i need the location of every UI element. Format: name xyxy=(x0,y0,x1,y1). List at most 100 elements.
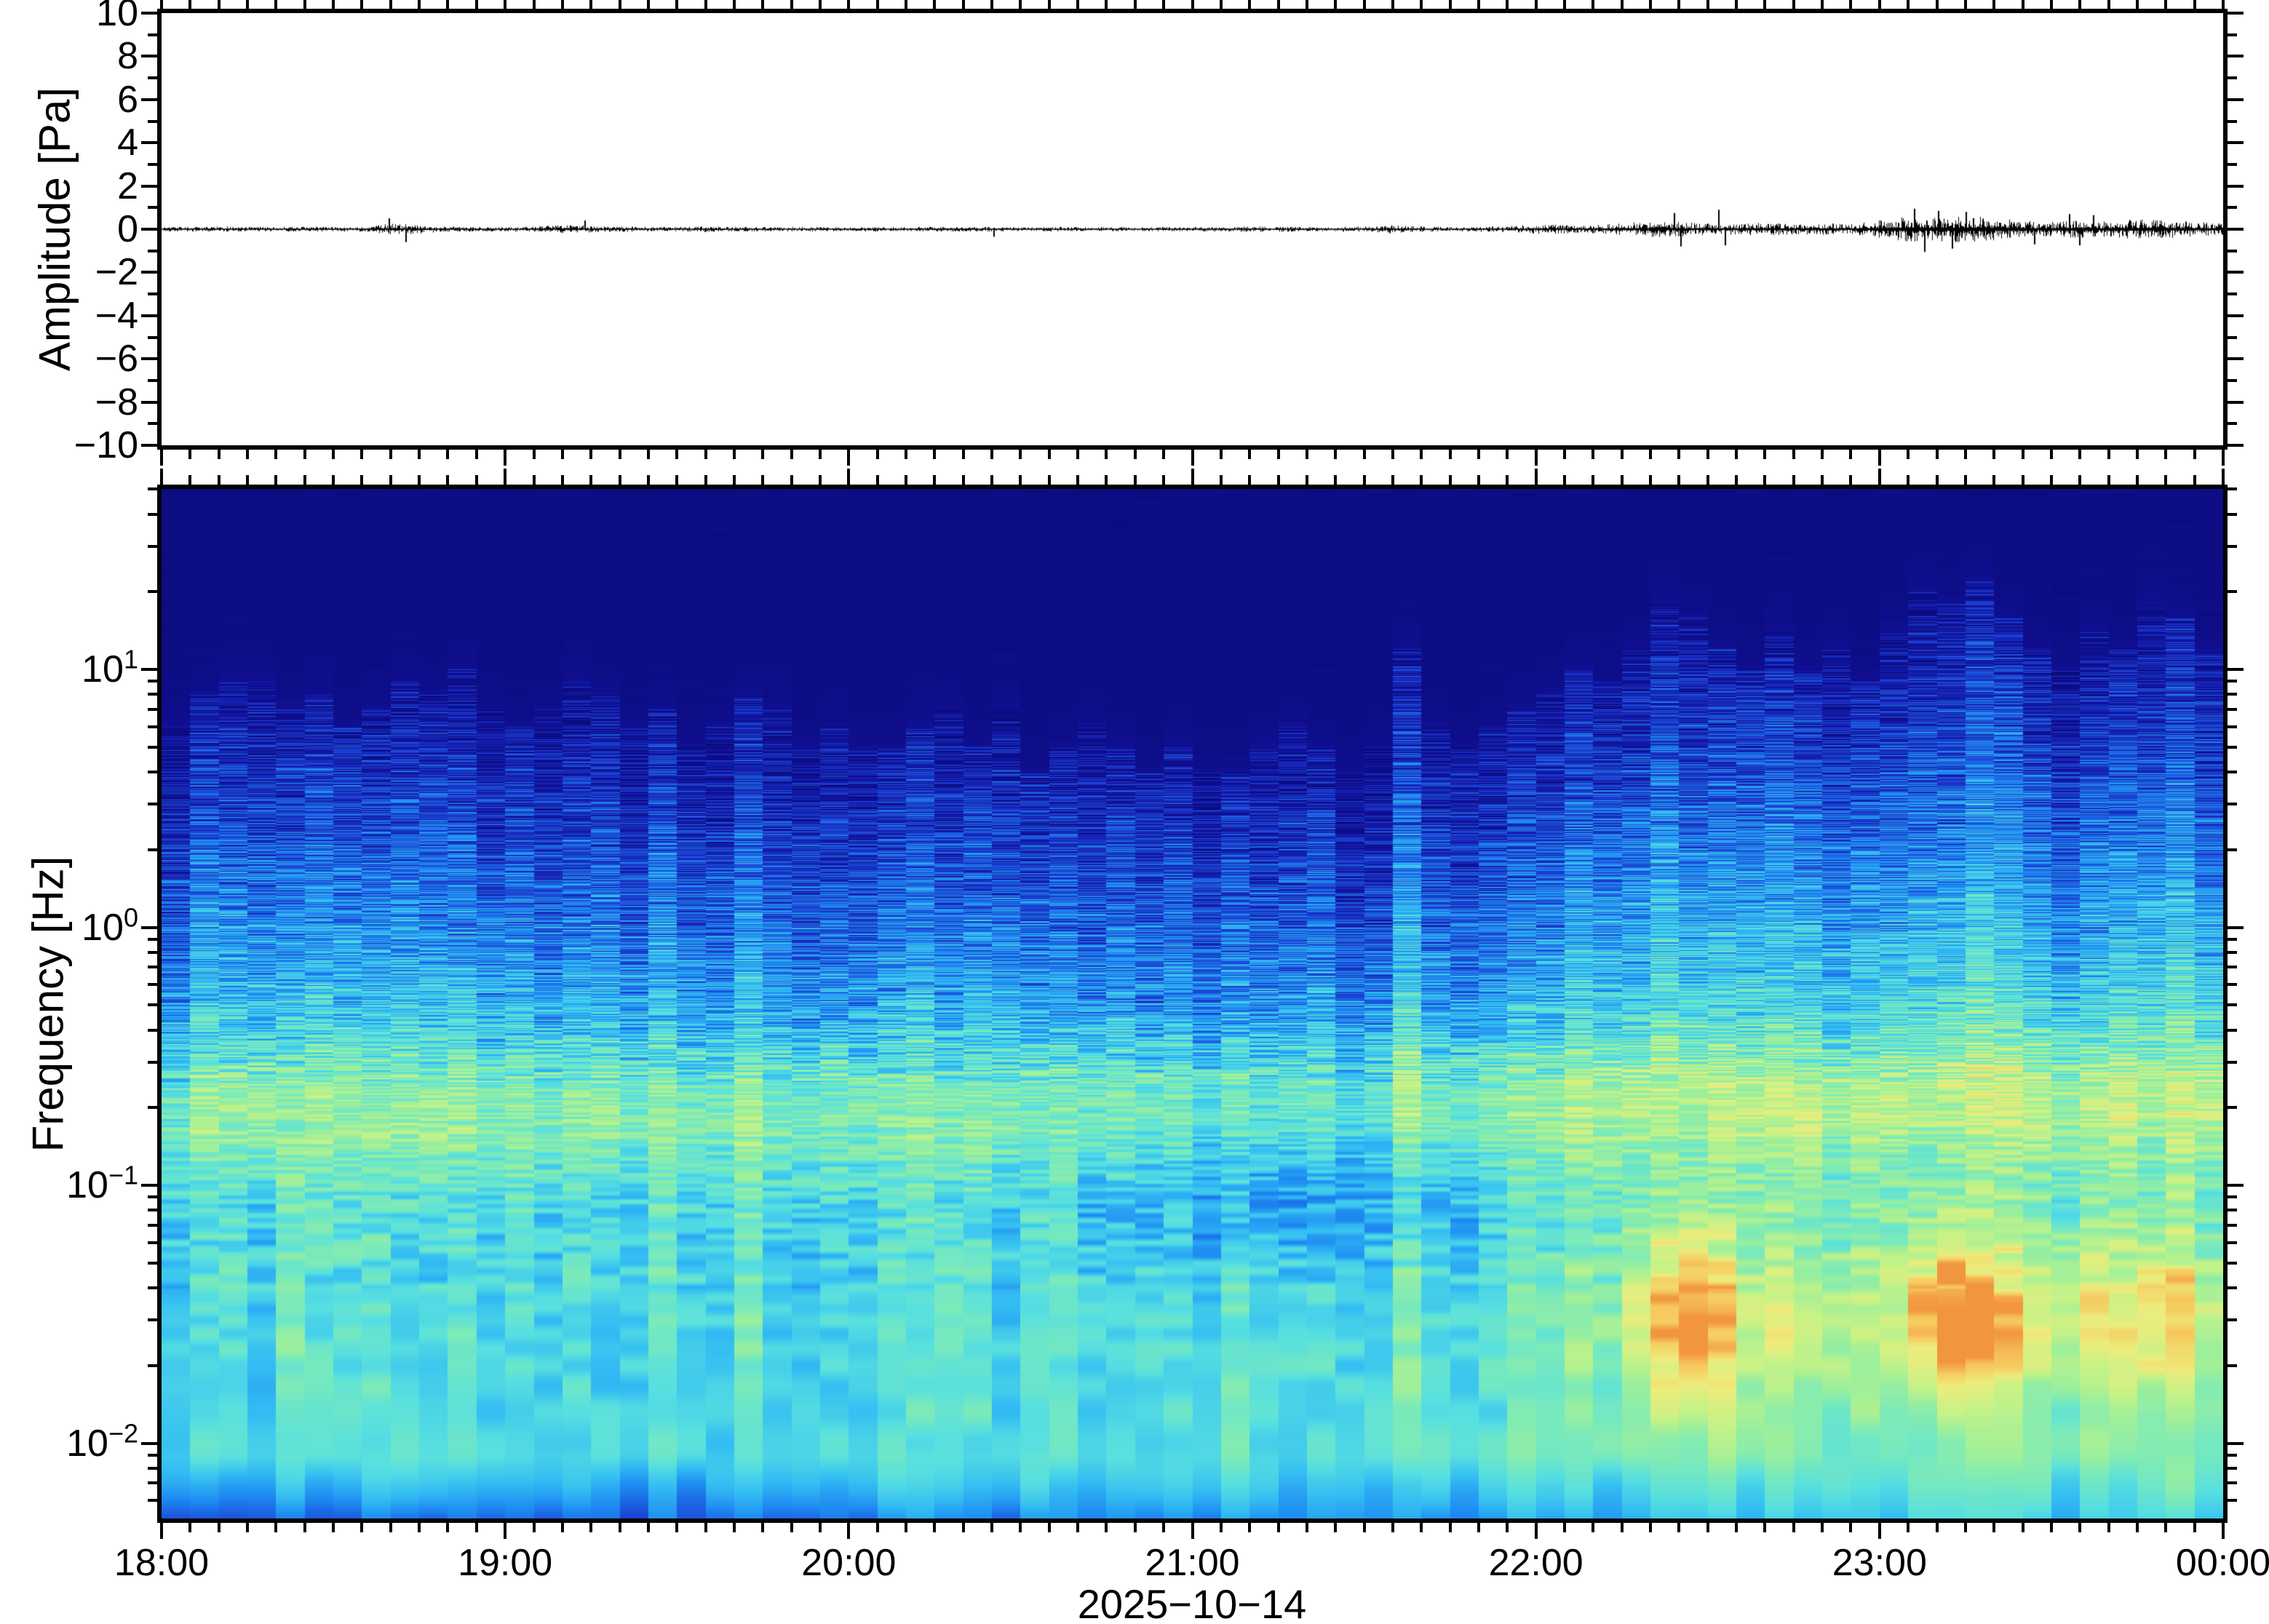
spectrogram-x-tick xyxy=(1477,1523,1480,1532)
spectrogram-x-tick xyxy=(360,1523,364,1532)
waveform-x-tick xyxy=(2021,0,2024,9)
spectrogram-y-tick xyxy=(2228,693,2237,696)
waveform-x-tick xyxy=(1877,450,1881,466)
spectrogram-y-tick xyxy=(141,1184,157,1187)
waveform-y-tick xyxy=(148,422,157,426)
spectrogram-x-tick xyxy=(2107,475,2110,485)
spectrogram-x-tick xyxy=(532,475,536,485)
waveform-y-tick xyxy=(141,314,157,317)
spectrogram-x-tick xyxy=(1907,475,1910,485)
spectrogram-x-tick xyxy=(1047,475,1051,485)
spectrogram-x-tick xyxy=(1276,475,1280,485)
spectrogram-x-tick xyxy=(646,475,650,485)
waveform-x-tick xyxy=(1620,0,1624,9)
spectrogram-x-tick xyxy=(1105,1523,1108,1532)
spectrogram-x-tick xyxy=(675,475,679,485)
waveform-y-tick xyxy=(2228,249,2237,252)
waveform-x-tick xyxy=(1362,450,1366,459)
spectrogram-x-tick xyxy=(332,475,335,485)
waveform-x-tick xyxy=(1305,450,1308,459)
waveform-x-tick xyxy=(589,0,593,9)
spectrogram-x-tick xyxy=(875,475,879,485)
waveform-x-tick xyxy=(875,0,879,9)
spectrogram-y-tick xyxy=(148,1261,157,1265)
waveform-x-tick xyxy=(790,0,793,9)
spectrogram-y-tick xyxy=(148,803,157,806)
spectrogram-y-tick xyxy=(148,966,157,969)
waveform-x-tick xyxy=(818,0,822,9)
waveform-x-tick xyxy=(847,450,851,466)
spectrogram-y-tick xyxy=(2228,668,2244,671)
waveform-x-tick xyxy=(905,0,908,9)
waveform-x-tick xyxy=(1849,0,1853,9)
spectrogram-x-tick xyxy=(2222,1523,2225,1539)
spectrogram-x-tick xyxy=(990,1523,994,1532)
spectrogram-x-tick xyxy=(2078,475,2082,485)
spectrogram-x-tick xyxy=(1877,1523,1881,1539)
spectrogram-x-tick xyxy=(1362,1523,1366,1532)
spectrogram-x-tick xyxy=(1534,469,1538,485)
waveform-x-tick xyxy=(1992,0,1996,9)
waveform-x-tick xyxy=(961,0,965,9)
waveform-x-tick xyxy=(1420,450,1423,459)
spectrogram-y-tick xyxy=(148,771,157,774)
spectrogram-y-tick xyxy=(2228,1286,2237,1290)
spectrogram-y-tick xyxy=(2228,745,2237,749)
spectrogram-x-tick xyxy=(246,1523,250,1532)
spectrogram-x-tick xyxy=(1105,475,1108,485)
waveform-y-tick xyxy=(2228,314,2244,317)
spectrogram-y-tick xyxy=(2228,1364,2237,1367)
waveform-x-tick xyxy=(1047,0,1051,9)
spectrogram-x-tick xyxy=(418,1523,421,1532)
spectrogram-x-tick xyxy=(1992,475,1996,485)
waveform-y-tick xyxy=(148,33,157,36)
spectrogram-x-tick xyxy=(246,475,250,485)
waveform-x-tick xyxy=(1592,450,1595,459)
waveform-x-tick xyxy=(2135,450,2139,459)
waveform-x-tick xyxy=(1219,450,1223,459)
waveform-x-tick xyxy=(360,450,364,459)
spectrogram-x-tick xyxy=(1420,1523,1423,1532)
spectrogram-x-tick xyxy=(1963,475,1967,485)
waveform-x-tick xyxy=(188,0,192,9)
spectrogram-x-tick xyxy=(905,1523,908,1532)
spectrogram-x-tick xyxy=(1076,1523,1080,1532)
spectrogram-x-tick xyxy=(905,475,908,485)
spectrogram-y-tick xyxy=(148,745,157,749)
waveform-x-tick xyxy=(1105,450,1108,459)
spectrogram-x-tick xyxy=(160,469,163,485)
spectrogram-y-tick xyxy=(2228,1481,2237,1485)
spectrogram-x-tick xyxy=(1219,1523,1223,1532)
spectrogram-x-tick xyxy=(446,475,450,485)
spectrogram-x-tick xyxy=(1305,1523,1308,1532)
waveform-x-tick xyxy=(1506,0,1509,9)
waveform-x-tick xyxy=(1219,0,1223,9)
spectrogram-x-tick xyxy=(217,475,220,485)
waveform-x-tick xyxy=(646,0,650,9)
time-tick-label: 19:00 xyxy=(458,1542,553,1584)
spectrogram-y-axis-title: Frequency [Hz] xyxy=(23,856,73,1153)
waveform-x-tick xyxy=(360,0,364,9)
spectrogram-y-tick xyxy=(148,544,157,548)
spectrogram-x-tick xyxy=(1877,469,1881,485)
waveform-x-tick xyxy=(1076,0,1080,9)
waveform-x-tick xyxy=(618,450,621,459)
waveform-x-tick xyxy=(1963,450,1967,459)
spectrogram-x-tick xyxy=(761,475,765,485)
waveform-y-tick xyxy=(141,12,157,15)
waveform-x-tick xyxy=(1649,450,1653,459)
waveform-x-tick xyxy=(1162,0,1166,9)
waveform-x-tick xyxy=(1706,450,1709,459)
spectrogram-x-tick xyxy=(504,1523,507,1539)
waveform-x-tick xyxy=(504,450,507,466)
spectrogram-x-tick xyxy=(1992,1523,1996,1532)
waveform-x-tick xyxy=(1677,0,1681,9)
waveform-y-tick xyxy=(141,357,157,361)
spectrogram-x-tick xyxy=(790,475,793,485)
spectrogram-x-tick xyxy=(1649,475,1653,485)
spectrogram-x-tick xyxy=(1219,475,1223,485)
spectrogram-x-tick xyxy=(1763,1523,1767,1532)
waveform-x-tick xyxy=(1019,0,1022,9)
waveform-y-tick xyxy=(2228,422,2237,426)
